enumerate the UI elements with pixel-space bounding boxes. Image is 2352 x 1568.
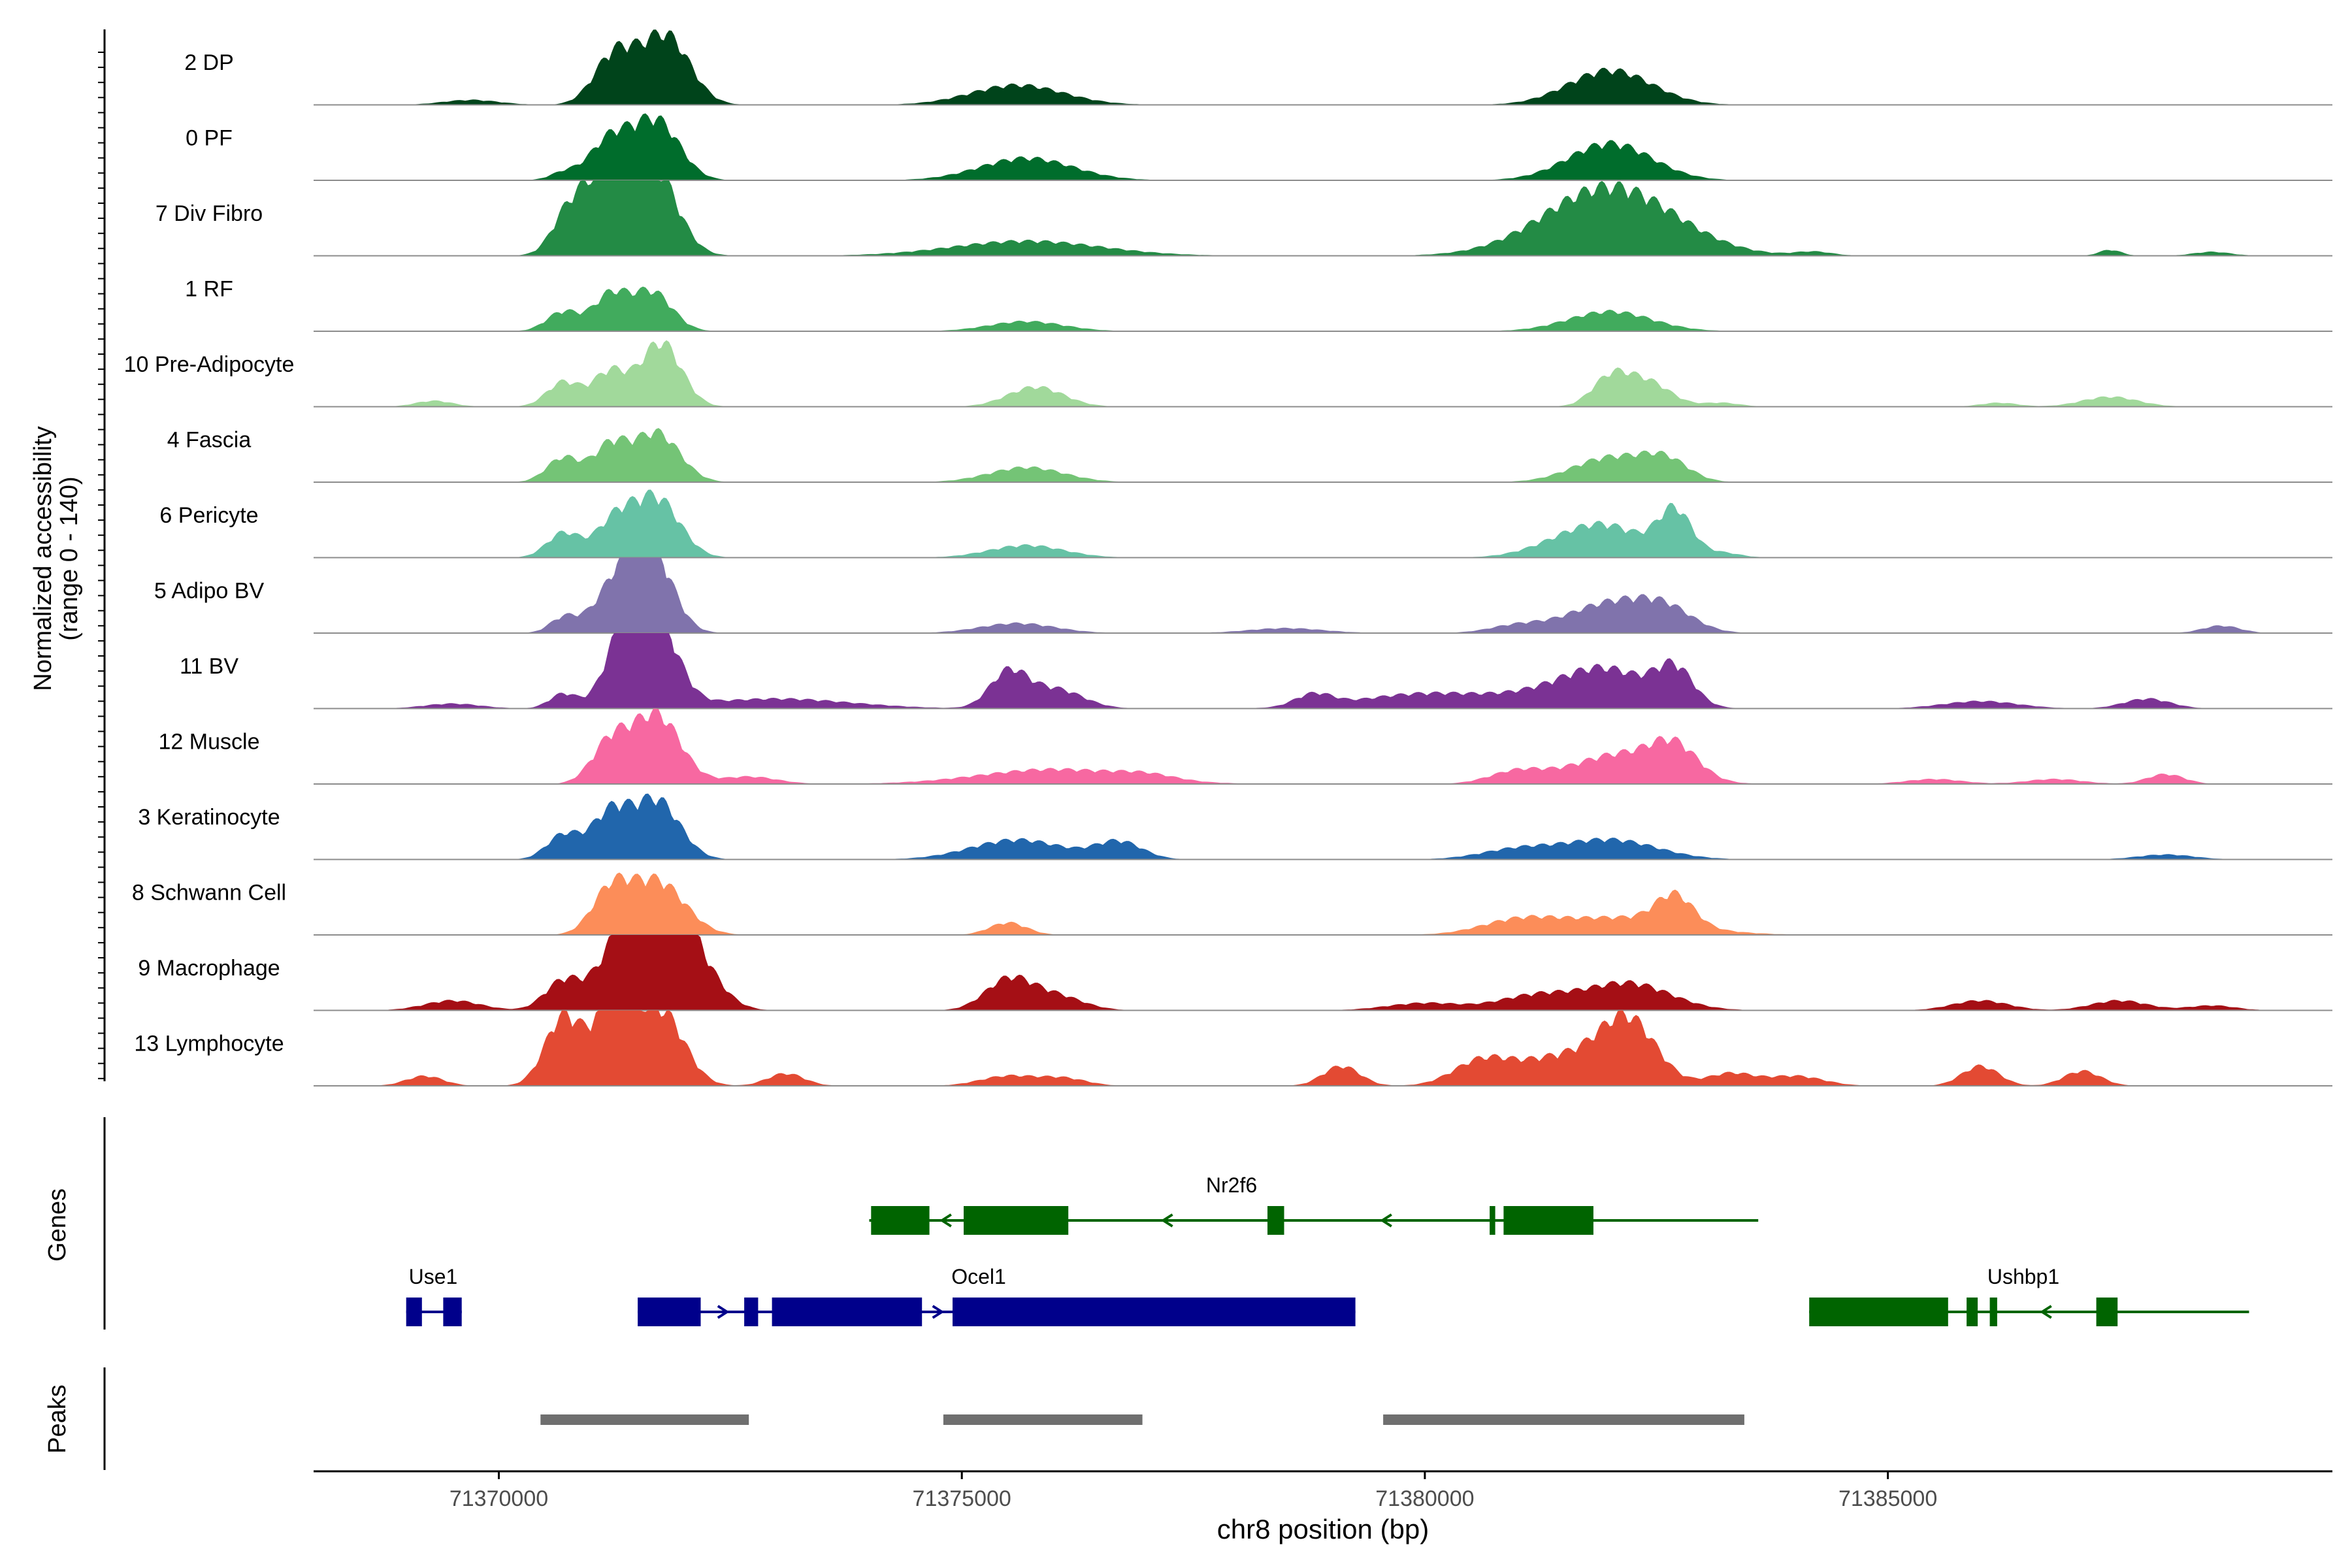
- gene-exon: [1967, 1298, 1978, 1326]
- peak-region: [540, 1414, 749, 1425]
- track-12-muscle: 12 Muscle: [159, 708, 2332, 785]
- track-label: 3 Keratinocyte: [138, 805, 280, 830]
- coverage-area: [314, 340, 2332, 407]
- track-label: 1 RF: [185, 277, 233, 302]
- gene-exon: [1809, 1298, 1948, 1326]
- peak-regions: [540, 1414, 1744, 1425]
- y-axis-label-line1: Normalized accessibility: [29, 426, 57, 691]
- track-label: 11 BV: [180, 654, 238, 679]
- track-11-bv: 11 BV: [180, 633, 2332, 710]
- track-3-keratinocyte: 3 Keratinocyte: [138, 793, 2332, 860]
- track-label: 4 Fascia: [167, 428, 252, 453]
- coverage-area: [314, 935, 2332, 1011]
- strand-chevron: [1380, 1213, 1392, 1228]
- track-7-div-fibro: 7 Div Fibro: [155, 180, 2332, 257]
- gene-exon: [406, 1298, 422, 1326]
- x-tick-label: 71370000: [449, 1486, 548, 1511]
- gene-exon: [772, 1298, 923, 1326]
- gene-exon: [443, 1298, 462, 1326]
- gene-label: Ushbp1: [1987, 1265, 2059, 1288]
- peak-region: [1383, 1414, 1744, 1425]
- gene-exon: [2096, 1298, 2118, 1326]
- gene-exon: [964, 1206, 1069, 1235]
- genes-panel-label: Genes: [44, 1188, 71, 1262]
- gene-nr2f6: Nr2f6: [869, 1173, 1759, 1235]
- track-label: 7 Div Fibro: [155, 201, 263, 226]
- strand-chevron: [1160, 1213, 1173, 1228]
- x-tick-label: 71375000: [913, 1486, 1011, 1511]
- x-axis-label: chr8 position (bp): [1217, 1514, 1429, 1544]
- peaks-panel-label: Peaks: [44, 1384, 71, 1454]
- peak-region: [943, 1414, 1143, 1425]
- track-2-dp: 2 DP: [184, 29, 2332, 106]
- track-1-rf: 1 RF: [185, 277, 2332, 332]
- gene-exon: [953, 1298, 1356, 1326]
- track-label: 2 DP: [184, 50, 234, 75]
- gene-exon: [871, 1206, 930, 1235]
- strand-chevron: [2040, 1305, 2052, 1319]
- track-label: 12 Muscle: [159, 730, 260, 755]
- gene-exon: [744, 1298, 759, 1326]
- x-axis-ticks: 71370000 71375000 71380000 71385000: [449, 1471, 1937, 1511]
- gene-exon: [1503, 1206, 1593, 1235]
- gene-annotations: Nr2f6 Use1 Ocel1 Ushbp1: [406, 1173, 2249, 1326]
- coverage-tracks: 2 DP 0 PF 7 Div Fibro 1 RF 10 Pre-Adipocyte 4…: [124, 29, 2332, 1086]
- strand-chevron: [932, 1305, 945, 1319]
- coverage-y-ticks: [98, 52, 105, 1079]
- gene-label: Ocel1: [951, 1265, 1006, 1288]
- x-tick-label: 71380000: [1375, 1486, 1474, 1511]
- gene-use1: Use1: [406, 1265, 462, 1326]
- x-tick-label: 71385000: [1838, 1486, 1937, 1511]
- gene-ushbp1: Ushbp1: [1809, 1265, 2249, 1326]
- gene-label: Use1: [409, 1265, 458, 1288]
- gene-exon: [1267, 1206, 1284, 1235]
- gene-label: Nr2f6: [1206, 1173, 1257, 1197]
- track-label: 5 Adipo BV: [154, 579, 265, 604]
- gene-exon: [1989, 1298, 1997, 1326]
- y-axis-label-line2: (range 0 - 140): [56, 476, 83, 640]
- strand-chevron: [717, 1305, 730, 1319]
- track-label: 0 PF: [186, 126, 233, 151]
- track-label: 9 Macrophage: [138, 956, 280, 981]
- track-label: 8 Schwann Cell: [132, 881, 286, 906]
- gene-exon: [638, 1298, 701, 1326]
- track-label: 6 Pericyte: [159, 503, 258, 528]
- track-label: 13 Lymphocyte: [134, 1032, 284, 1056]
- track-4-fascia: 4 Fascia: [167, 428, 2332, 483]
- track-13-lymphocyte: 13 Lymphocyte: [134, 1010, 2332, 1086]
- strand-chevron: [939, 1213, 952, 1228]
- gene-ocel1: Ocel1: [638, 1265, 1356, 1326]
- gene-exon: [1490, 1206, 1495, 1235]
- track-10-pre-adipocyte: 10 Pre-Adipocyte: [124, 340, 2332, 408]
- track-label: 10 Pre-Adipocyte: [124, 352, 295, 377]
- coverage-area: [314, 633, 2332, 709]
